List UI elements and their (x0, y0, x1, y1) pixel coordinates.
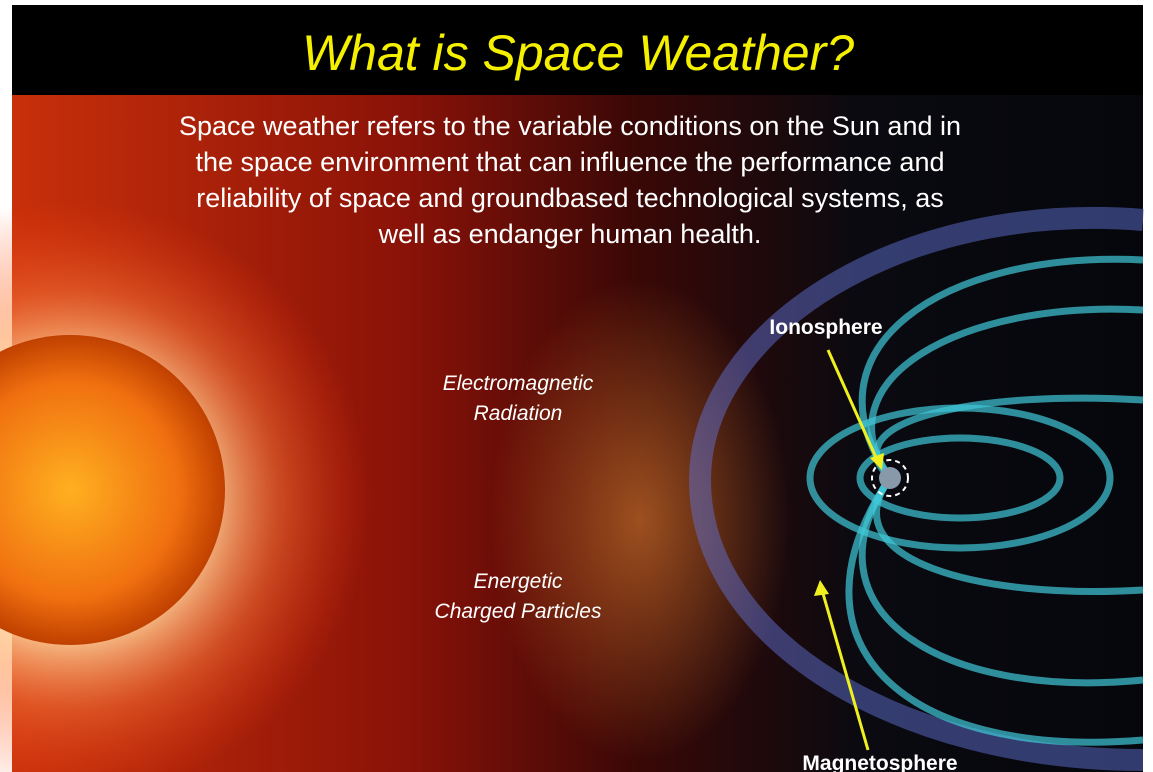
body-line: well as endanger human health. (378, 219, 762, 249)
body-line: Space weather refers to the variable con… (179, 111, 961, 141)
particles-label: Charged Particles (435, 600, 602, 623)
earth-marker (871, 459, 909, 497)
radiation-label: Radiation (474, 402, 563, 425)
body-line: reliability of space and groundbased tec… (196, 183, 943, 213)
radiation-label: Electromagnetic (443, 372, 594, 395)
magnetosphere-label: Magnetosphere (802, 752, 957, 772)
sun (0, 200, 370, 772)
title-bar (12, 5, 1143, 95)
earth (879, 467, 901, 489)
body: Space weather refers to the variable con… (179, 111, 961, 249)
magnetosphere-field (688, 206, 1144, 771)
body-line: the space environment that can influence… (196, 147, 945, 177)
ionosphere-label: Ionosphere (769, 316, 882, 339)
arrows (814, 349, 884, 751)
title: What is Space Weather? (302, 25, 854, 81)
particles-label: Energetic (474, 570, 563, 593)
